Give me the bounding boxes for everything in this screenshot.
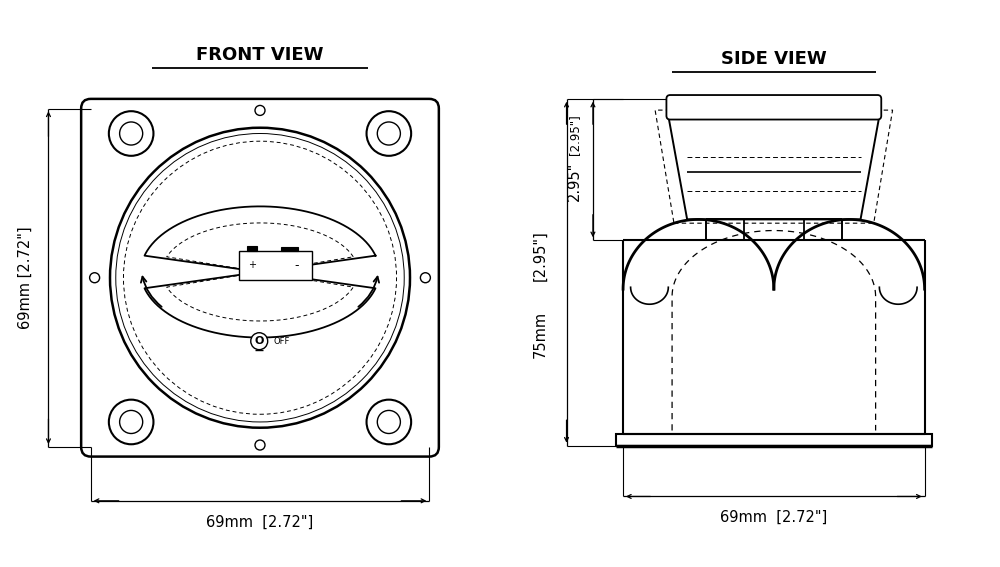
Circle shape (251, 333, 268, 350)
Circle shape (255, 105, 265, 116)
Circle shape (110, 128, 410, 428)
Circle shape (120, 411, 143, 434)
Circle shape (377, 411, 400, 434)
Text: 69mm  [2.72"]: 69mm [2.72"] (206, 514, 314, 530)
Text: 75mm: 75mm (533, 311, 548, 358)
Circle shape (109, 111, 153, 156)
Text: -: - (294, 259, 299, 272)
Circle shape (367, 400, 411, 445)
Text: SIDE VIEW: SIDE VIEW (721, 50, 827, 68)
Text: O: O (255, 336, 264, 346)
Bar (247, 246, 257, 251)
Circle shape (109, 400, 153, 445)
Text: OFF: OFF (274, 337, 290, 346)
Circle shape (90, 273, 100, 283)
FancyBboxPatch shape (81, 99, 439, 456)
Bar (616, 434, 932, 446)
Text: FRONT VIEW: FRONT VIEW (196, 46, 324, 64)
Circle shape (120, 122, 143, 145)
Text: +: + (248, 260, 256, 270)
Circle shape (420, 273, 430, 283)
Circle shape (367, 111, 411, 156)
Text: 2.95": 2.95" (567, 162, 582, 201)
FancyBboxPatch shape (666, 95, 881, 120)
Text: 69mm [2.72"]: 69mm [2.72"] (18, 226, 33, 329)
Text: 69mm  [2.72"]: 69mm [2.72"] (720, 510, 827, 524)
Text: [2.95"]: [2.95"] (533, 230, 548, 281)
Circle shape (377, 122, 400, 145)
Bar (239, 251, 312, 280)
Text: [2.95"]: [2.95"] (568, 114, 581, 155)
Bar (281, 247, 298, 251)
Circle shape (255, 440, 265, 450)
Polygon shape (145, 206, 375, 337)
